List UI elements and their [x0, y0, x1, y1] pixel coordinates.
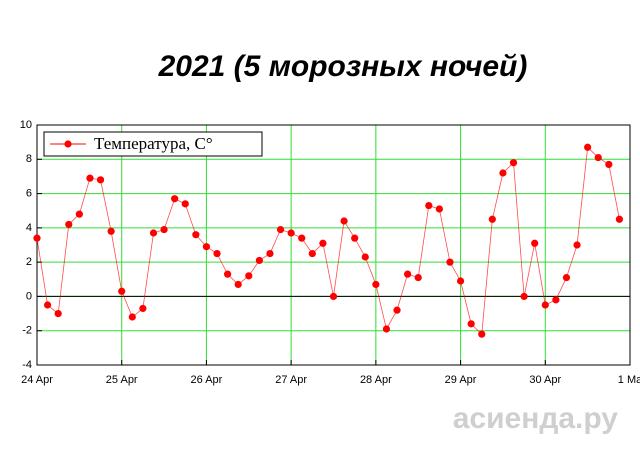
- series-line: [36, 146, 620, 336]
- data-point: [467, 320, 475, 328]
- data-point: [319, 239, 327, 247]
- y-tick-label: 10: [20, 119, 32, 131]
- data-point: [456, 277, 465, 285]
- data-point: [96, 176, 105, 184]
- data-point: [520, 292, 528, 301]
- data-point: [488, 215, 496, 223]
- data-point: [234, 280, 242, 289]
- data-point: [54, 309, 62, 318]
- data-point: [531, 239, 539, 247]
- data-point: [192, 231, 200, 239]
- data-point: [139, 304, 147, 313]
- data-point: [541, 301, 549, 309]
- data-point: [584, 143, 592, 151]
- y-tick-label: 6: [26, 187, 32, 199]
- plot-frame: [36, 124, 631, 366]
- y-tick-label: 2: [26, 256, 32, 268]
- x-tick-label: 24 Apr: [21, 374, 53, 386]
- y-tick-label: -2: [22, 325, 32, 337]
- y-tick-label: -4: [22, 359, 32, 371]
- chart-title: 2021 (5 морозных ночей): [158, 50, 528, 83]
- y-tick-label: 0: [26, 290, 32, 302]
- data-point: [351, 234, 359, 242]
- data-point: [43, 301, 52, 309]
- data-point: [573, 241, 581, 249]
- x-tick-label: 26 Apr: [191, 374, 223, 386]
- data-point: [425, 201, 433, 210]
- data-point: [245, 272, 253, 280]
- data-point: [382, 325, 391, 333]
- data-point: [276, 225, 285, 234]
- data-point: [149, 229, 158, 237]
- data-point: [562, 273, 571, 282]
- x-tick-label: 25 Apr: [106, 374, 138, 386]
- watermark: асиенда.ру: [453, 402, 619, 435]
- data-point: [33, 234, 41, 242]
- data-point: [118, 287, 126, 295]
- x-tick-label: 28 Apr: [360, 374, 392, 386]
- data-point: [65, 220, 73, 229]
- data-point: [361, 253, 369, 261]
- data-point: [298, 234, 306, 242]
- y-tick-label: 8: [26, 153, 32, 165]
- data-point: [605, 160, 613, 169]
- data-point: [128, 313, 136, 321]
- data-point: [499, 169, 507, 177]
- data-point: [255, 256, 263, 265]
- data-point: [287, 229, 295, 237]
- legend-marker: [64, 140, 72, 148]
- data-point: [107, 227, 115, 235]
- data-point: [509, 159, 518, 167]
- data-point: [224, 270, 232, 278]
- data-point: [372, 280, 380, 289]
- data-point: [266, 249, 274, 258]
- data-point: [308, 249, 316, 258]
- data-point: [160, 225, 168, 234]
- data-point: [478, 330, 486, 338]
- data-point: [75, 210, 83, 218]
- data-point: [414, 273, 422, 282]
- data-point: [202, 243, 211, 251]
- x-tick-label: 29 Apr: [445, 374, 477, 386]
- data-point: [404, 270, 412, 278]
- y-tick-label: 4: [26, 222, 32, 234]
- data-point: [615, 215, 624, 223]
- data-point: [552, 296, 560, 304]
- data-point: [329, 292, 338, 301]
- data-point: [594, 153, 602, 162]
- x-tick-label: 27 Apr: [275, 374, 307, 386]
- data-point: [446, 258, 454, 266]
- data-point: [181, 200, 189, 208]
- data-point: [435, 205, 443, 213]
- data-point: [340, 217, 348, 225]
- legend-label: Температура, С°: [94, 134, 213, 153]
- data-point: [393, 306, 401, 314]
- x-tick-label: 1 Ma: [618, 374, 640, 386]
- data-point: [213, 249, 221, 258]
- data-point: [86, 174, 94, 182]
- data-point: [171, 195, 179, 203]
- x-tick-label: 30 Apr: [529, 374, 561, 386]
